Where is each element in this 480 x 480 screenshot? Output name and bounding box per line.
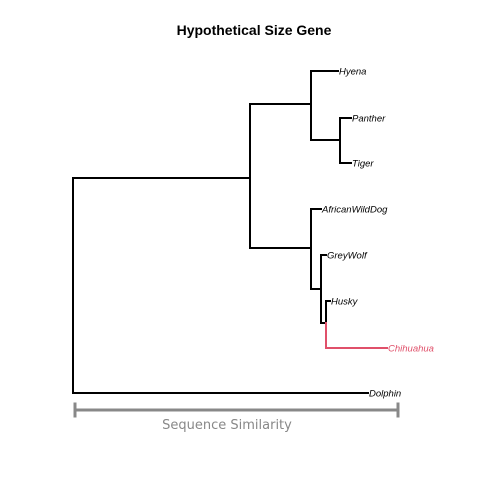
tree-branches — [72, 70, 388, 394]
tip-label-african-wild-dog: AfricanWildDog — [321, 205, 388, 216]
tip-label-tiger: Tiger — [352, 159, 374, 170]
tip-labels: Hyena Panther Tiger AfricanWildDog GreyWolf H… — [321, 67, 434, 400]
tip-label-dolphin: Dolphin — [369, 389, 401, 400]
tip-label-panther: Panther — [352, 114, 386, 125]
scale-bar — [73, 402, 400, 418]
tip-label-grey-wolf: GreyWolf — [327, 251, 368, 262]
tip-label-chihuahua: Chihuahua — [388, 344, 434, 355]
tip-label-hyena: Hyena — [339, 67, 366, 78]
tree-title: Hypothetical Size Gene — [176, 22, 332, 38]
tip-label-husky: Husky — [331, 297, 359, 308]
scale-bar-label: Sequence Similarity — [162, 418, 292, 433]
